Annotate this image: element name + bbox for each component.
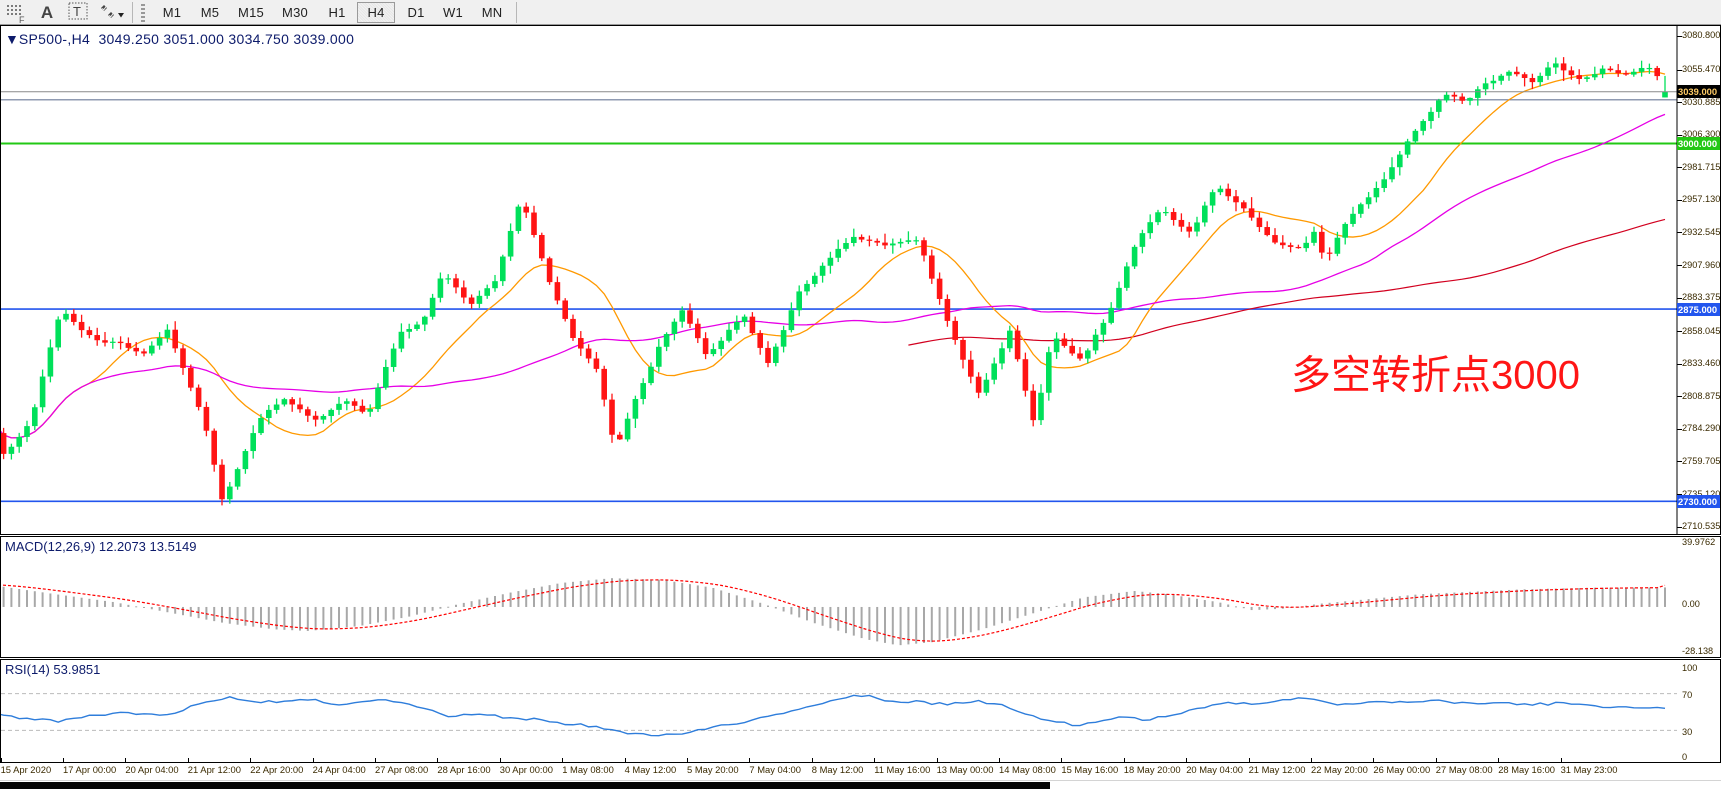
svg-text:F: F xyxy=(19,15,25,25)
svg-text:T: T xyxy=(73,4,81,19)
svg-text:多空转折点3000: 多空转折点3000 xyxy=(1291,354,1580,398)
